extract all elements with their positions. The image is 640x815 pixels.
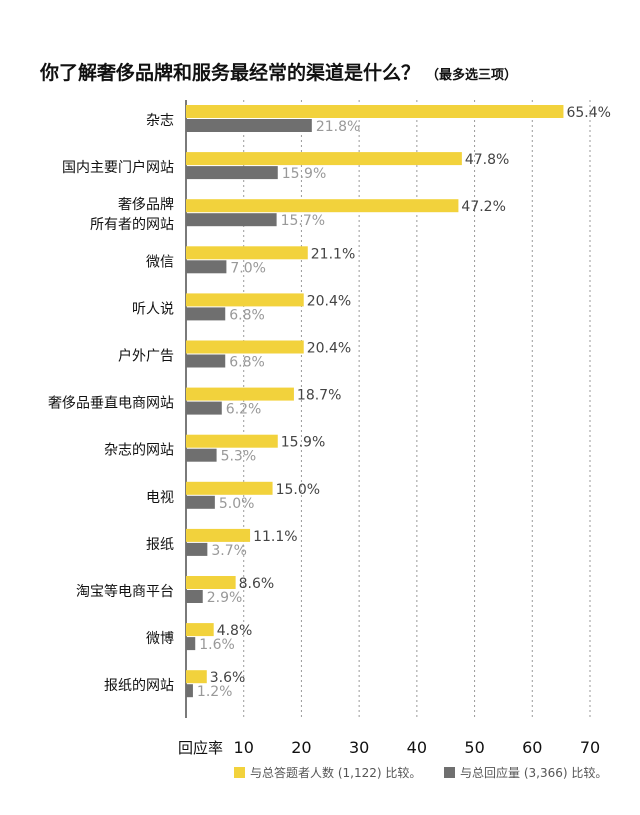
data-label-series-1: 15.0% (276, 482, 320, 498)
category-label: 报纸 (146, 537, 174, 553)
category-label: 杂志 (146, 113, 174, 129)
category-label: 微信 (146, 254, 174, 270)
bar-series-1 (186, 387, 294, 401)
bar-series-1 (186, 246, 308, 260)
x-tick-label: 50 (464, 738, 484, 757)
bar-series-1 (186, 293, 304, 307)
data-label-series-1: 47.8% (465, 152, 509, 168)
x-tick-label: 40 (407, 738, 427, 757)
bar-series-2 (186, 448, 217, 462)
bar-series-1 (186, 528, 251, 542)
data-label-series-2: 6.2% (226, 402, 262, 418)
bar-series-2 (186, 307, 226, 321)
bar-series-2 (186, 542, 208, 556)
data-label-series-2: 6.8% (229, 307, 265, 323)
bar-series-1 (186, 152, 462, 166)
chart-title-text: 你了解奢侈品牌和服务最经常的渠道是什么？ (40, 62, 421, 84)
x-tick-label: 10 (234, 738, 254, 757)
category-label: 报纸的网站 (104, 678, 174, 694)
x-tick-label: 20 (291, 738, 311, 757)
bar-series-1 (186, 576, 236, 589)
data-label-series-2: 5.0% (219, 496, 255, 512)
data-label-series-1: 8.6% (239, 576, 275, 592)
chart-title: 你了解奢侈品牌和服务最经常的渠道是什么？ （最多选三项） (40, 58, 517, 85)
bar-series-2 (186, 495, 215, 509)
data-label-series-2: 6.8% (229, 355, 265, 371)
category-label: 国内主要门户网站 (62, 159, 174, 176)
data-label-series-1: 15.9% (281, 435, 325, 451)
data-label-series-1: 18.7% (297, 388, 341, 404)
bar-series-1 (186, 340, 304, 354)
category-label: 微博 (146, 630, 174, 647)
bar-series-2 (186, 684, 193, 698)
data-label-series-2: 15.9% (282, 166, 326, 182)
data-label-series-1: 20.4% (307, 293, 351, 309)
data-label-series-1: 11.1% (253, 529, 297, 545)
bar-series-2 (186, 213, 277, 227)
bar-series-1 (186, 434, 278, 448)
data-label-series-2: 2.9% (207, 590, 243, 606)
x-tick-label: 30 (349, 738, 369, 757)
data-label-series-1: 3.6% (210, 670, 246, 686)
data-label-series-2: 5.3% (221, 449, 257, 465)
legend-swatch-series-2 (444, 767, 455, 778)
bar-series-2 (186, 637, 196, 651)
x-tick-label: 60 (522, 738, 542, 757)
data-label-series-2: 1.6% (199, 637, 235, 653)
data-label-series-2: 1.2% (197, 684, 233, 700)
legend-label-series-2: 与总回应量 (3,366) 比较。 (460, 765, 607, 780)
category-label: 所有者的网站 (90, 217, 174, 233)
bar-series-1 (186, 670, 207, 684)
data-label-series-1: 20.4% (307, 341, 351, 357)
data-label-series-2: 21.8% (316, 119, 360, 135)
category-label: 杂志的网站 (104, 443, 174, 459)
bar-series-1 (186, 105, 564, 118)
data-label-series-1: 65.4% (566, 105, 610, 121)
legend-label-series-1: 与总答题者人数 (1,122) 比较。 (250, 765, 421, 780)
bar-series-2 (186, 590, 203, 603)
category-label: 奢侈品垂直电商网站 (48, 395, 174, 412)
bar-series-2 (186, 119, 312, 132)
data-label-series-1: 21.1% (311, 246, 355, 262)
data-label-series-2: 7.0% (230, 260, 266, 276)
x-axis-label: 回应率 (178, 739, 223, 757)
bar-series-1 (186, 623, 214, 637)
data-label-series-2: 3.7% (211, 543, 247, 559)
bar-series-2 (186, 166, 278, 180)
bar-series-1 (186, 199, 459, 213)
legend-swatch-series-1 (234, 767, 245, 778)
x-tick-label: 70 (580, 738, 600, 757)
bar-series-2 (186, 401, 222, 415)
category-label: 电视 (146, 490, 174, 506)
data-label-series-1: 4.8% (217, 623, 253, 639)
bar-series-2 (186, 354, 226, 368)
category-label: 奢侈品牌 (118, 196, 174, 213)
chart-subtitle: （最多选三项） (426, 68, 518, 83)
bar-series-1 (186, 481, 273, 495)
bar-series-2 (186, 260, 227, 274)
data-label-series-1: 47.2% (461, 199, 505, 215)
data-label-series-2: 15.7% (281, 213, 325, 229)
category-label: 户外广告 (118, 348, 174, 365)
category-label: 淘宝等电商平台 (76, 583, 174, 600)
category-label: 听人说 (132, 301, 174, 317)
